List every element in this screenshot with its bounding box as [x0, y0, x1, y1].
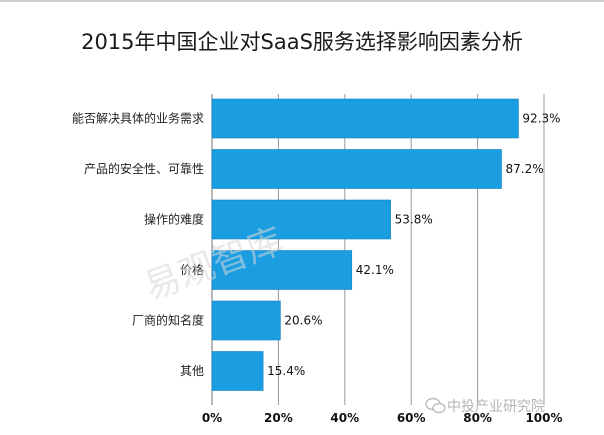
x-tick-label: 20% — [264, 411, 293, 425]
category-label: 产品的安全性、可靠性 — [84, 161, 204, 176]
bar — [211, 300, 281, 341]
x-axis-ticks: 0% 20% 40% 60% 80% 100% — [202, 411, 563, 425]
category-label: 价格 — [180, 262, 204, 277]
bar — [211, 199, 391, 240]
value-label: 92.3% — [522, 112, 560, 126]
bars — [211, 98, 519, 391]
value-label: 53.8% — [395, 213, 433, 227]
wechat-icon — [425, 397, 446, 414]
chart-title: 2015年中国企业对SaaS服务选择影响因素分析 — [81, 30, 523, 54]
value-label: 15.4% — [267, 364, 305, 378]
grid-lines — [211, 94, 545, 405]
bar — [211, 351, 264, 391]
category-label: 厂商的知名度 — [132, 313, 204, 328]
source-mark: 中投产业研究院 — [447, 399, 545, 415]
value-label: 87.2% — [506, 162, 544, 176]
x-tick-label: 60% — [397, 411, 426, 425]
value-label: 42.1% — [356, 263, 394, 277]
bar — [211, 149, 502, 189]
category-label: 操作的难度 — [144, 212, 204, 227]
bar — [211, 250, 353, 290]
x-tick-label: 40% — [330, 411, 359, 425]
x-tick-label: 100% — [525, 411, 562, 425]
x-tick-label: 80% — [463, 411, 492, 425]
category-label: 其他 — [180, 364, 204, 378]
category-label: 能否解决具体的业务需求 — [72, 111, 204, 126]
labels: 能否解决具体的业务需求 92.3% 产品的安全性、可靠性 87.2% 操作的难度 53.8… — [72, 111, 561, 379]
x-tick-label: 0% — [202, 411, 222, 425]
value-label: 20.6% — [284, 314, 322, 328]
bar — [211, 98, 519, 139]
